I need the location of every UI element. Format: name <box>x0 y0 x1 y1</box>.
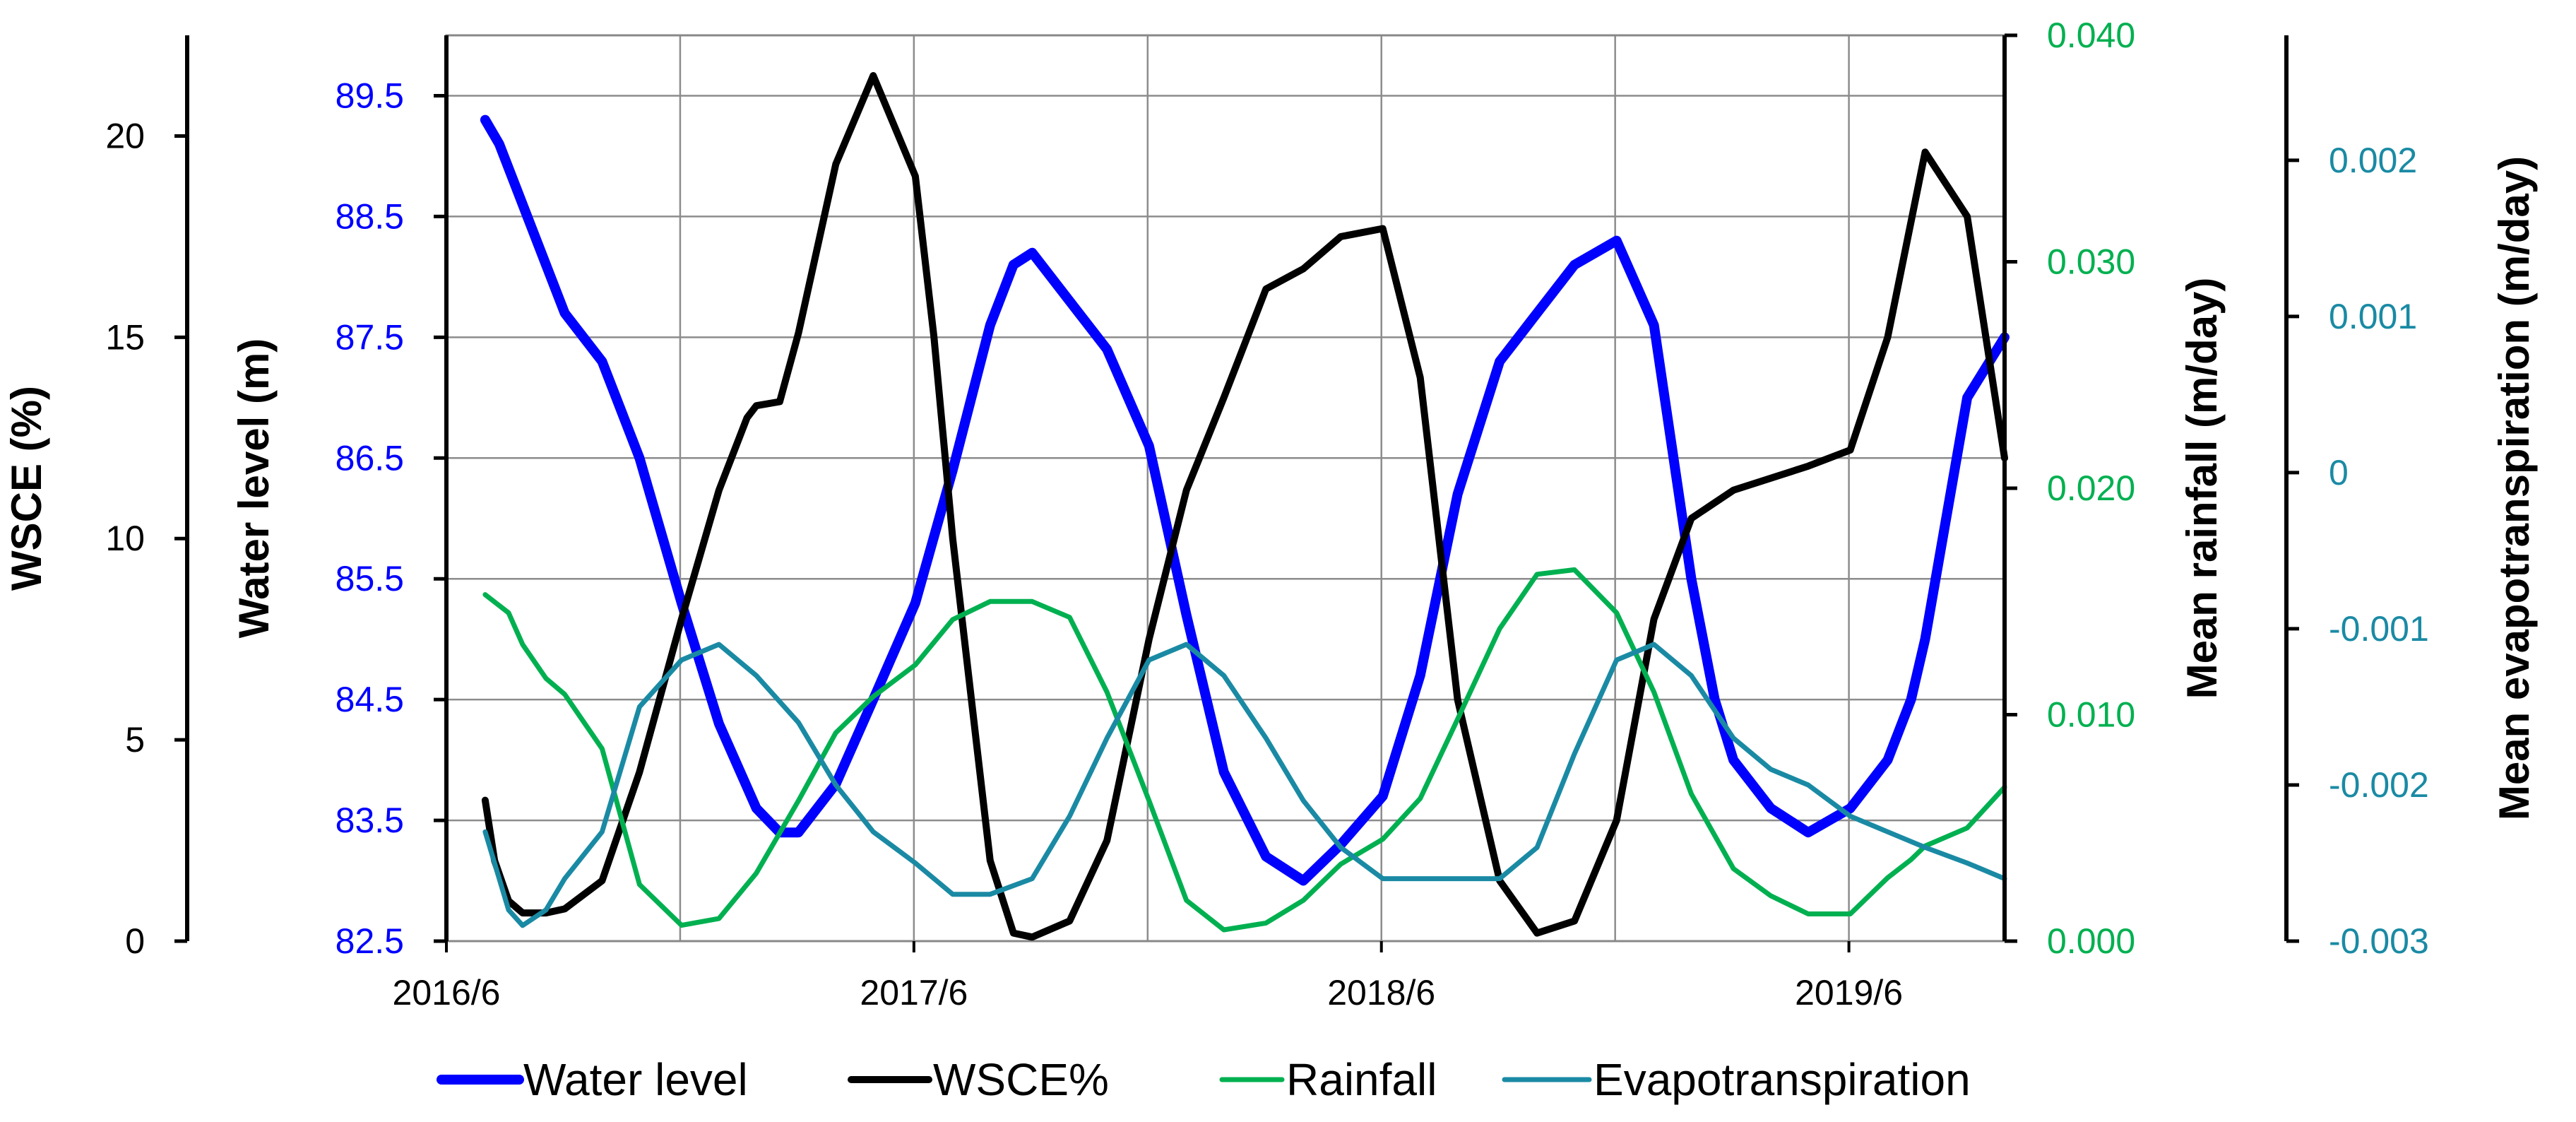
x-tick-label: 2018/6 <box>1327 973 1435 1012</box>
rainfall-tick-label: 0.040 <box>2047 16 2135 55</box>
legend-label: WSCE% <box>933 1054 1109 1105</box>
water-level-tick-label: 85.5 <box>336 559 404 598</box>
rainfall-tick-label: 0.030 <box>2047 242 2135 282</box>
legend-label: Evapotranspiration <box>1593 1054 1971 1105</box>
axes-group: 0 5 10 15 20 WSCE (%) 82.5 83.5 84.5 85.5 86.5 87.5… <box>3 16 2538 1012</box>
series-line-water-level <box>480 114 2010 886</box>
water-level-tick-label: 89.5 <box>336 76 404 115</box>
wsce-tick-label: 20 <box>105 116 145 155</box>
evapotranspiration-axis-title: Mean evapotranspiration (m/day) <box>2491 156 2538 820</box>
evapotranspiration-tick-label: 0.002 <box>2329 141 2417 180</box>
evapotranspiration-tick-label: -0.001 <box>2329 609 2429 649</box>
evapotranspiration-tick-label: 0 <box>2329 453 2349 492</box>
water-level-axis-title: Water level (m) <box>230 338 278 639</box>
legend: Water level WSCE% Rainfall Evapotranspirati… <box>437 1054 1971 1105</box>
series-line-rainfall <box>482 567 2007 933</box>
rainfall-tick-label: 0.020 <box>2047 468 2135 508</box>
wsce-axis-title: WSCE (%) <box>3 386 50 591</box>
x-tick-label: 2019/6 <box>1795 973 1903 1012</box>
wsce-tick-label: 10 <box>105 519 145 558</box>
rainfall-tick-label: 0.000 <box>2047 921 2135 961</box>
water-level-tick-label: 83.5 <box>336 801 404 840</box>
evapotranspiration-tick-label: -0.002 <box>2329 765 2429 805</box>
wsce-tick-label: 15 <box>105 317 145 357</box>
legend-label: Water level <box>523 1054 748 1105</box>
water-level-tick-label: 87.5 <box>336 317 404 357</box>
rainfall-tick-label: 0.010 <box>2047 695 2135 735</box>
water-level-tick-label: 86.5 <box>336 438 404 478</box>
series-line-evapotranspiration <box>482 642 2007 928</box>
water-level-tick-label: 84.5 <box>336 680 404 719</box>
legend-label: Rainfall <box>1286 1054 1437 1105</box>
water-level-tick-label: 88.5 <box>336 196 404 236</box>
x-tick-label: 2017/6 <box>860 973 968 1012</box>
series-group <box>480 72 2010 941</box>
gridlines <box>446 35 2005 943</box>
series-line-wsce <box>481 72 2008 941</box>
rainfall-axis-title: Mean rainfall (m/day) <box>2178 278 2226 699</box>
water-level-tick-label: 82.5 <box>336 921 404 961</box>
evapotranspiration-tick-label: -0.003 <box>2329 921 2429 961</box>
wsce-tick-label: 5 <box>125 720 145 760</box>
x-tick-label: 2016/6 <box>393 973 501 1012</box>
evapotranspiration-tick-label: 0.001 <box>2329 297 2417 336</box>
wsce-tick-label: 0 <box>125 921 145 961</box>
